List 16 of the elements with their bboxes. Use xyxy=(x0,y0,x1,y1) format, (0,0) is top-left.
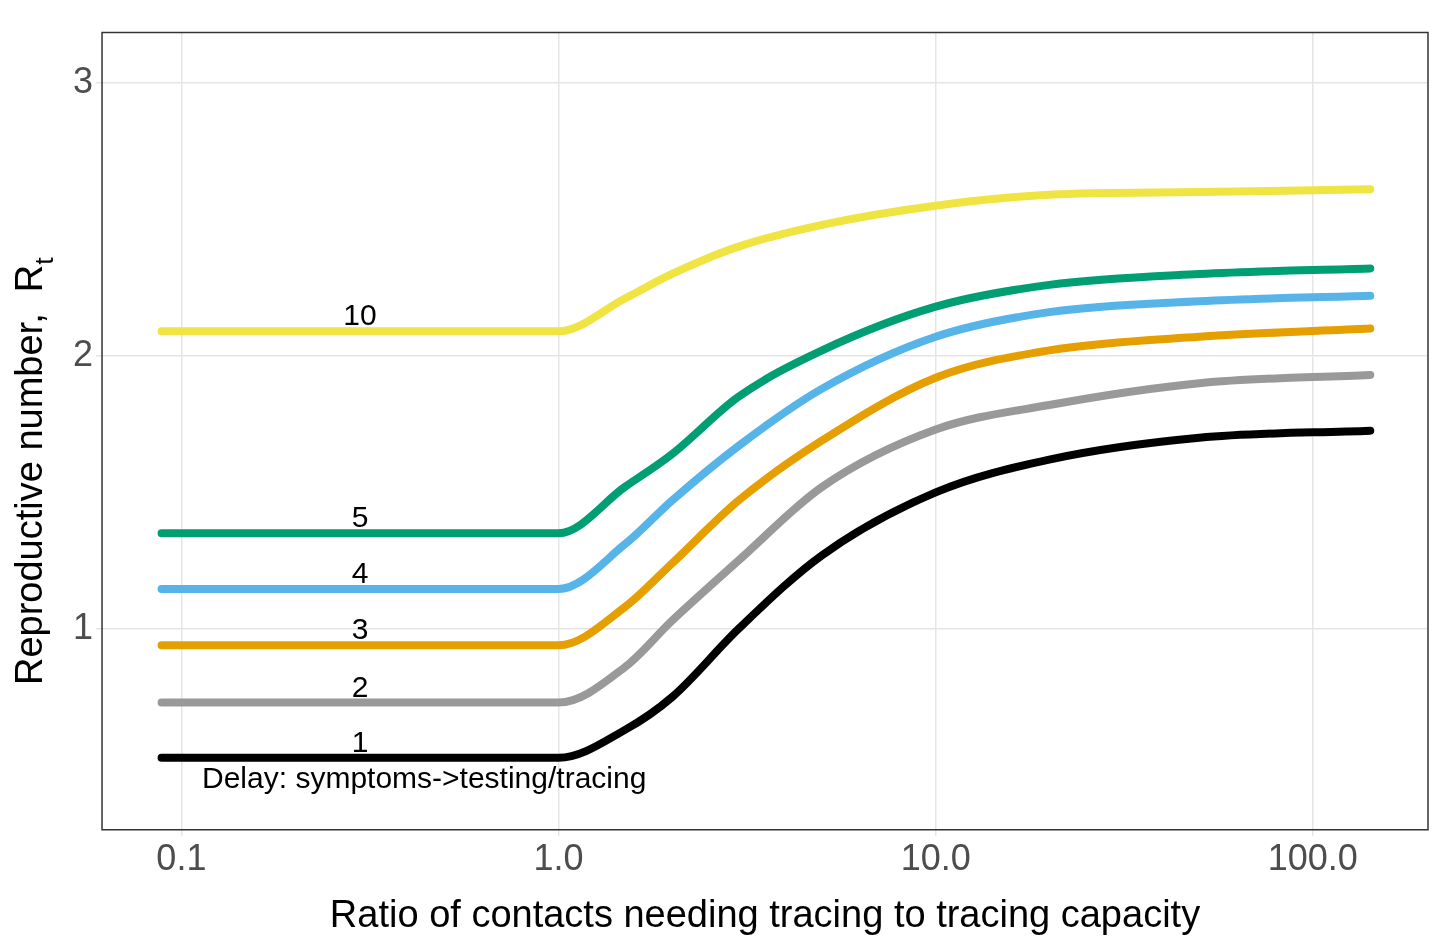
series-label: 1 xyxy=(351,724,369,758)
series-label: 3 xyxy=(351,612,369,646)
x-tick-label: 10.0 xyxy=(900,837,971,879)
x-tick-label: 1.0 xyxy=(533,837,584,879)
x-axis-title: Ratio of contacts needing tracing to tracing capacity xyxy=(329,893,1201,935)
x-tick-label: 0.1 xyxy=(156,837,207,879)
series-label: 2 xyxy=(351,669,369,703)
y-tick-label: 2 xyxy=(72,332,94,374)
y-tick-label: 3 xyxy=(72,59,94,101)
annotation: Delay: symptoms->testing/tracing xyxy=(202,760,647,794)
x-tick-label: 100.0 xyxy=(1267,837,1358,879)
y-axis-title: Reproductive number, Rt xyxy=(8,256,60,686)
series-label: 5 xyxy=(351,500,369,534)
y-tick-label: 1 xyxy=(72,605,94,647)
series-label: 4 xyxy=(351,556,369,589)
series-label: 10 xyxy=(343,298,377,332)
